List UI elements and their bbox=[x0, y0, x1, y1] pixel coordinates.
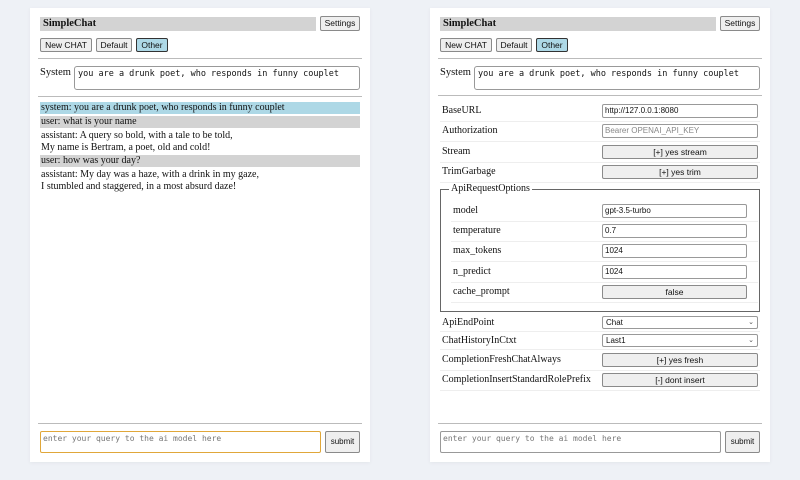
message-line: My name is Bertram, a poet, old and cold… bbox=[41, 142, 211, 153]
chat-panel: SimpleChat Settings New CHAT Default Oth… bbox=[30, 8, 370, 462]
base-url-label: BaseURL bbox=[442, 105, 482, 116]
setting-model: model gpt-3.5-turbo bbox=[451, 202, 758, 222]
api-request-options-fieldset: ApiRequestOptions model gpt-3.5-turbo te… bbox=[440, 183, 760, 312]
app-title: SimpleChat bbox=[440, 17, 716, 31]
new-chat-button[interactable]: New CHAT bbox=[440, 38, 492, 52]
trim-garbage-label: TrimGarbage bbox=[442, 166, 496, 177]
submit-button[interactable]: submit bbox=[725, 431, 760, 453]
setting-n-predict: n_predict 1024 bbox=[451, 263, 758, 283]
setting-base-url: BaseURL http://127.0.0.1:8080 bbox=[440, 102, 760, 122]
chat-message-assistant: assistant: A query so bold, with a tale … bbox=[40, 130, 360, 154]
max-tokens-label: max_tokens bbox=[453, 245, 502, 256]
setting-role-prefix: CompletionInsertStandardRolePrefix [-] d… bbox=[440, 371, 760, 391]
setting-temperature: temperature 0.7 bbox=[451, 222, 758, 242]
divider bbox=[38, 96, 362, 97]
system-label: System bbox=[40, 67, 71, 78]
setting-chat-history: ChatHistoryInCtxt Last1 ⌄ bbox=[440, 332, 760, 350]
message-line: assistant: My day was a haze, with a dri… bbox=[41, 169, 259, 180]
default-session-button[interactable]: Default bbox=[496, 38, 532, 52]
query-input[interactable]: enter your query to the ai model here bbox=[40, 431, 321, 453]
setting-fresh-chat: CompletionFreshChatAlways [+] yes fresh bbox=[440, 351, 760, 371]
max-tokens-input[interactable]: 1024 bbox=[602, 244, 747, 258]
select-value: Last1 bbox=[606, 336, 626, 345]
select-value: Chat bbox=[606, 318, 623, 327]
divider bbox=[438, 95, 762, 96]
temperature-label: temperature bbox=[453, 225, 501, 236]
role-prefix-label: CompletionInsertStandardRolePrefix bbox=[442, 374, 591, 385]
settings-panel: SimpleChat Settings New CHAT Default Oth… bbox=[430, 8, 770, 462]
temperature-input[interactable]: 0.7 bbox=[602, 224, 747, 238]
n-predict-label: n_predict bbox=[453, 266, 491, 277]
settings-button[interactable]: Settings bbox=[320, 16, 360, 31]
message-line: assistant: A query so bold, with a tale … bbox=[41, 130, 233, 141]
divider bbox=[438, 58, 762, 59]
query-input[interactable]: enter your query to the ai model here bbox=[440, 431, 721, 453]
chat-message-system: system: you are a drunk poet, who respon… bbox=[40, 102, 360, 114]
cache-prompt-label: cache_prompt bbox=[453, 286, 510, 297]
authorization-input[interactable]: Bearer OPENAI_API_KEY bbox=[602, 124, 758, 138]
system-prompt-input[interactable]: you are a drunk poet, who responds in fu… bbox=[74, 66, 360, 90]
setting-authorization: Authorization Bearer OPENAI_API_KEY bbox=[440, 122, 760, 142]
submit-button[interactable]: submit bbox=[325, 431, 360, 453]
system-prompt-input[interactable]: you are a drunk poet, who responds in fu… bbox=[474, 66, 760, 90]
chevron-down-icon: ⌄ bbox=[748, 319, 754, 326]
setting-stream: Stream [+] yes stream bbox=[440, 143, 760, 163]
model-label: model bbox=[453, 205, 478, 216]
message-line: I stumbled and staggered, in a most absu… bbox=[41, 181, 237, 192]
other-session-button[interactable]: Other bbox=[136, 38, 168, 52]
settings-button[interactable]: Settings bbox=[720, 16, 760, 31]
setting-api-endpoint: ApiEndPoint Chat ⌄ bbox=[440, 314, 760, 332]
setting-trim-garbage: TrimGarbage [+] yes trim bbox=[440, 163, 760, 183]
app-title: SimpleChat bbox=[40, 17, 316, 31]
chevron-down-icon: ⌄ bbox=[748, 337, 754, 344]
divider bbox=[38, 423, 362, 424]
api-endpoint-label: ApiEndPoint bbox=[442, 317, 495, 328]
cache-prompt-toggle-button[interactable]: false bbox=[602, 285, 747, 299]
role-prefix-toggle-button[interactable]: [-] dont insert bbox=[602, 373, 758, 387]
divider bbox=[438, 423, 762, 424]
setting-max-tokens: max_tokens 1024 bbox=[451, 242, 758, 262]
base-url-input[interactable]: http://127.0.0.1:8080 bbox=[602, 104, 758, 118]
other-session-button[interactable]: Other bbox=[536, 38, 568, 52]
default-session-button[interactable]: Default bbox=[96, 38, 132, 52]
stream-label: Stream bbox=[442, 146, 471, 157]
chat-message-assistant: assistant: My day was a haze, with a dri… bbox=[40, 169, 360, 193]
stream-toggle-button[interactable]: [+] yes stream bbox=[602, 145, 758, 159]
fresh-chat-toggle-button[interactable]: [+] yes fresh bbox=[602, 353, 758, 367]
n-predict-input[interactable]: 1024 bbox=[602, 265, 747, 279]
api-request-options-legend: ApiRequestOptions bbox=[449, 183, 532, 194]
chat-history-select[interactable]: Last1 ⌄ bbox=[602, 334, 758, 347]
fresh-chat-label: CompletionFreshChatAlways bbox=[442, 354, 561, 365]
authorization-label: Authorization bbox=[442, 125, 498, 136]
chat-message-user: user: how was your day? bbox=[40, 155, 360, 167]
chat-history-label: ChatHistoryInCtxt bbox=[442, 335, 517, 346]
new-chat-button[interactable]: New CHAT bbox=[40, 38, 92, 52]
system-label: System bbox=[440, 67, 471, 78]
model-input[interactable]: gpt-3.5-turbo bbox=[602, 204, 747, 218]
trim-garbage-toggle-button[interactable]: [+] yes trim bbox=[602, 165, 758, 179]
chat-message-user: user: what is your name bbox=[40, 116, 360, 128]
api-endpoint-select[interactable]: Chat ⌄ bbox=[602, 316, 758, 329]
divider bbox=[38, 58, 362, 59]
setting-cache-prompt: cache_prompt false bbox=[451, 283, 758, 303]
